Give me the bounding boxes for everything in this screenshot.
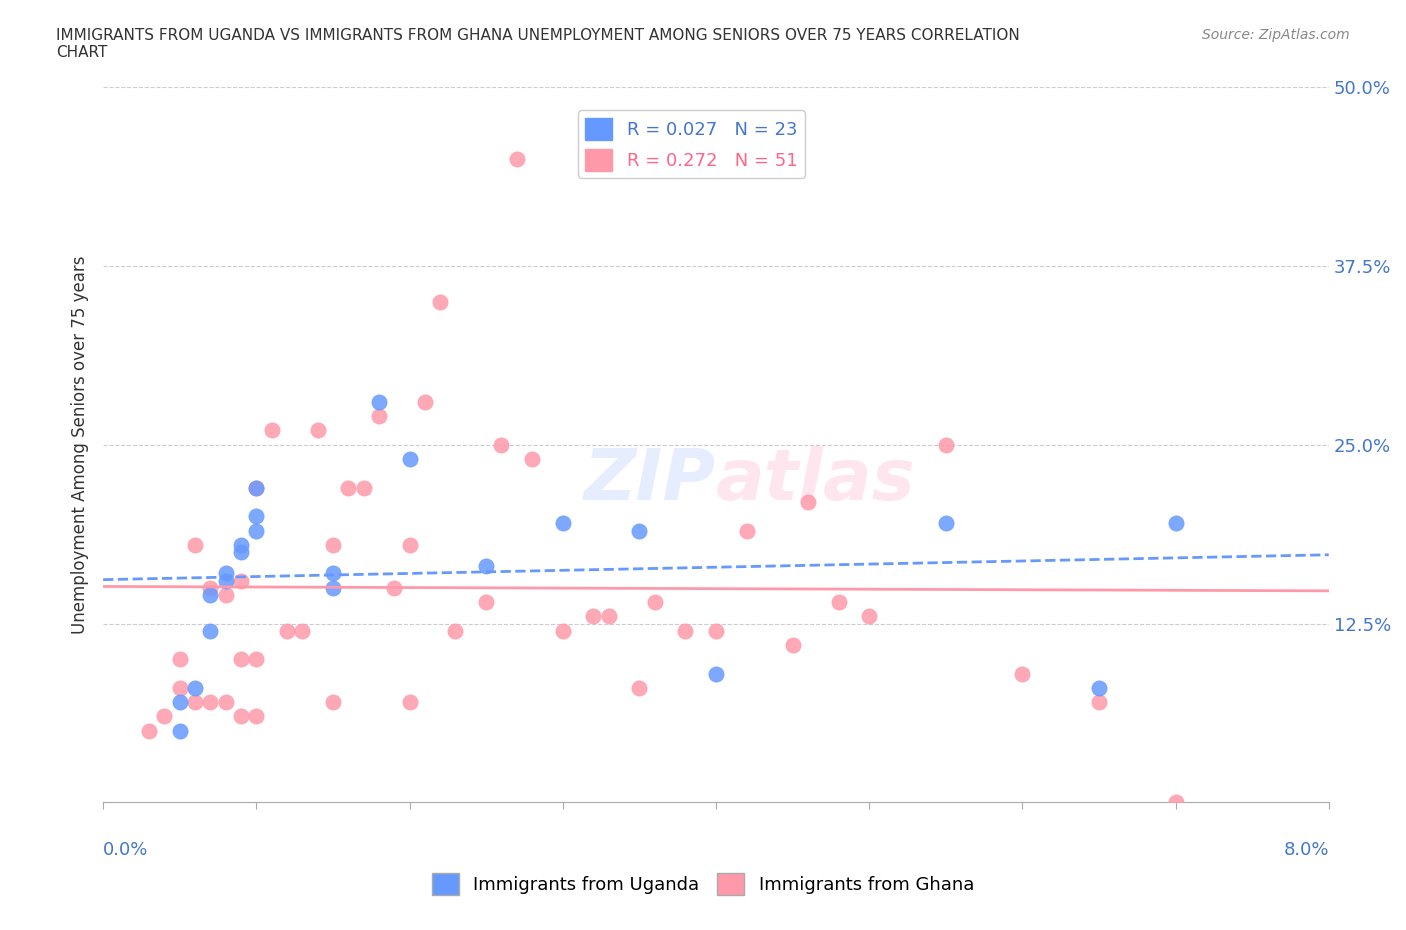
Point	[1088, 695, 1111, 710]
Point	[551, 516, 574, 531]
Point	[644, 594, 666, 609]
Point	[475, 559, 498, 574]
Point	[353, 480, 375, 495]
Point	[413, 394, 436, 409]
Point	[184, 681, 207, 696]
Point	[935, 516, 957, 531]
Point	[245, 509, 267, 524]
Point	[215, 573, 238, 588]
Point	[245, 709, 267, 724]
Point	[153, 709, 176, 724]
Point	[398, 452, 420, 467]
Point	[735, 523, 758, 538]
Point	[704, 666, 727, 681]
Point	[782, 638, 804, 653]
Point	[491, 437, 513, 452]
Point	[200, 623, 222, 638]
Point	[1164, 795, 1187, 810]
Point	[673, 623, 696, 638]
Point	[628, 523, 651, 538]
Point	[382, 580, 405, 595]
Point	[520, 452, 543, 467]
Point	[322, 580, 344, 595]
Point	[322, 538, 344, 552]
Point	[169, 695, 191, 710]
Point	[200, 588, 222, 603]
Point	[215, 588, 238, 603]
Legend: Immigrants from Uganda, Immigrants from Ghana: Immigrants from Uganda, Immigrants from …	[425, 866, 981, 902]
Point	[827, 594, 849, 609]
Point	[229, 709, 252, 724]
Point	[245, 480, 267, 495]
Point	[229, 545, 252, 560]
Point	[797, 495, 820, 510]
Point	[276, 623, 298, 638]
Point	[398, 695, 420, 710]
Point	[184, 695, 207, 710]
Point	[169, 724, 191, 738]
Point	[291, 623, 314, 638]
Point	[215, 566, 238, 581]
Point	[1011, 666, 1033, 681]
Point	[200, 695, 222, 710]
Point	[245, 652, 267, 667]
Point	[169, 681, 191, 696]
Point	[551, 623, 574, 638]
Point	[200, 580, 222, 595]
Point	[444, 623, 467, 638]
Point	[307, 423, 329, 438]
Point	[245, 523, 267, 538]
Point	[322, 566, 344, 581]
Text: 0.0%: 0.0%	[103, 842, 149, 859]
Point	[260, 423, 283, 438]
Point	[598, 609, 620, 624]
Point	[1088, 681, 1111, 696]
Point	[628, 681, 651, 696]
Text: ZIP: ZIP	[583, 446, 716, 515]
Legend: R = 0.027   N = 23, R = 0.272   N = 51: R = 0.027 N = 23, R = 0.272 N = 51	[578, 111, 804, 178]
Point	[229, 652, 252, 667]
Point	[215, 695, 238, 710]
Text: 8.0%: 8.0%	[1284, 842, 1329, 859]
Point	[582, 609, 605, 624]
Point	[704, 623, 727, 638]
Text: Source: ZipAtlas.com: Source: ZipAtlas.com	[1202, 28, 1350, 42]
Point	[506, 152, 529, 166]
Point	[429, 294, 451, 309]
Y-axis label: Unemployment Among Seniors over 75 years: Unemployment Among Seniors over 75 years	[72, 256, 89, 634]
Point	[184, 538, 207, 552]
Point	[337, 480, 360, 495]
Point	[169, 652, 191, 667]
Point	[1164, 516, 1187, 531]
Point	[367, 408, 389, 423]
Point	[322, 695, 344, 710]
Point	[858, 609, 880, 624]
Point	[367, 394, 389, 409]
Point	[138, 724, 160, 738]
Text: IMMIGRANTS FROM UGANDA VS IMMIGRANTS FROM GHANA UNEMPLOYMENT AMONG SENIORS OVER : IMMIGRANTS FROM UGANDA VS IMMIGRANTS FRO…	[56, 28, 1019, 60]
Point	[229, 538, 252, 552]
Point	[475, 594, 498, 609]
Text: atlas: atlas	[716, 446, 915, 515]
Point	[398, 538, 420, 552]
Point	[935, 437, 957, 452]
Point	[229, 573, 252, 588]
Point	[245, 480, 267, 495]
